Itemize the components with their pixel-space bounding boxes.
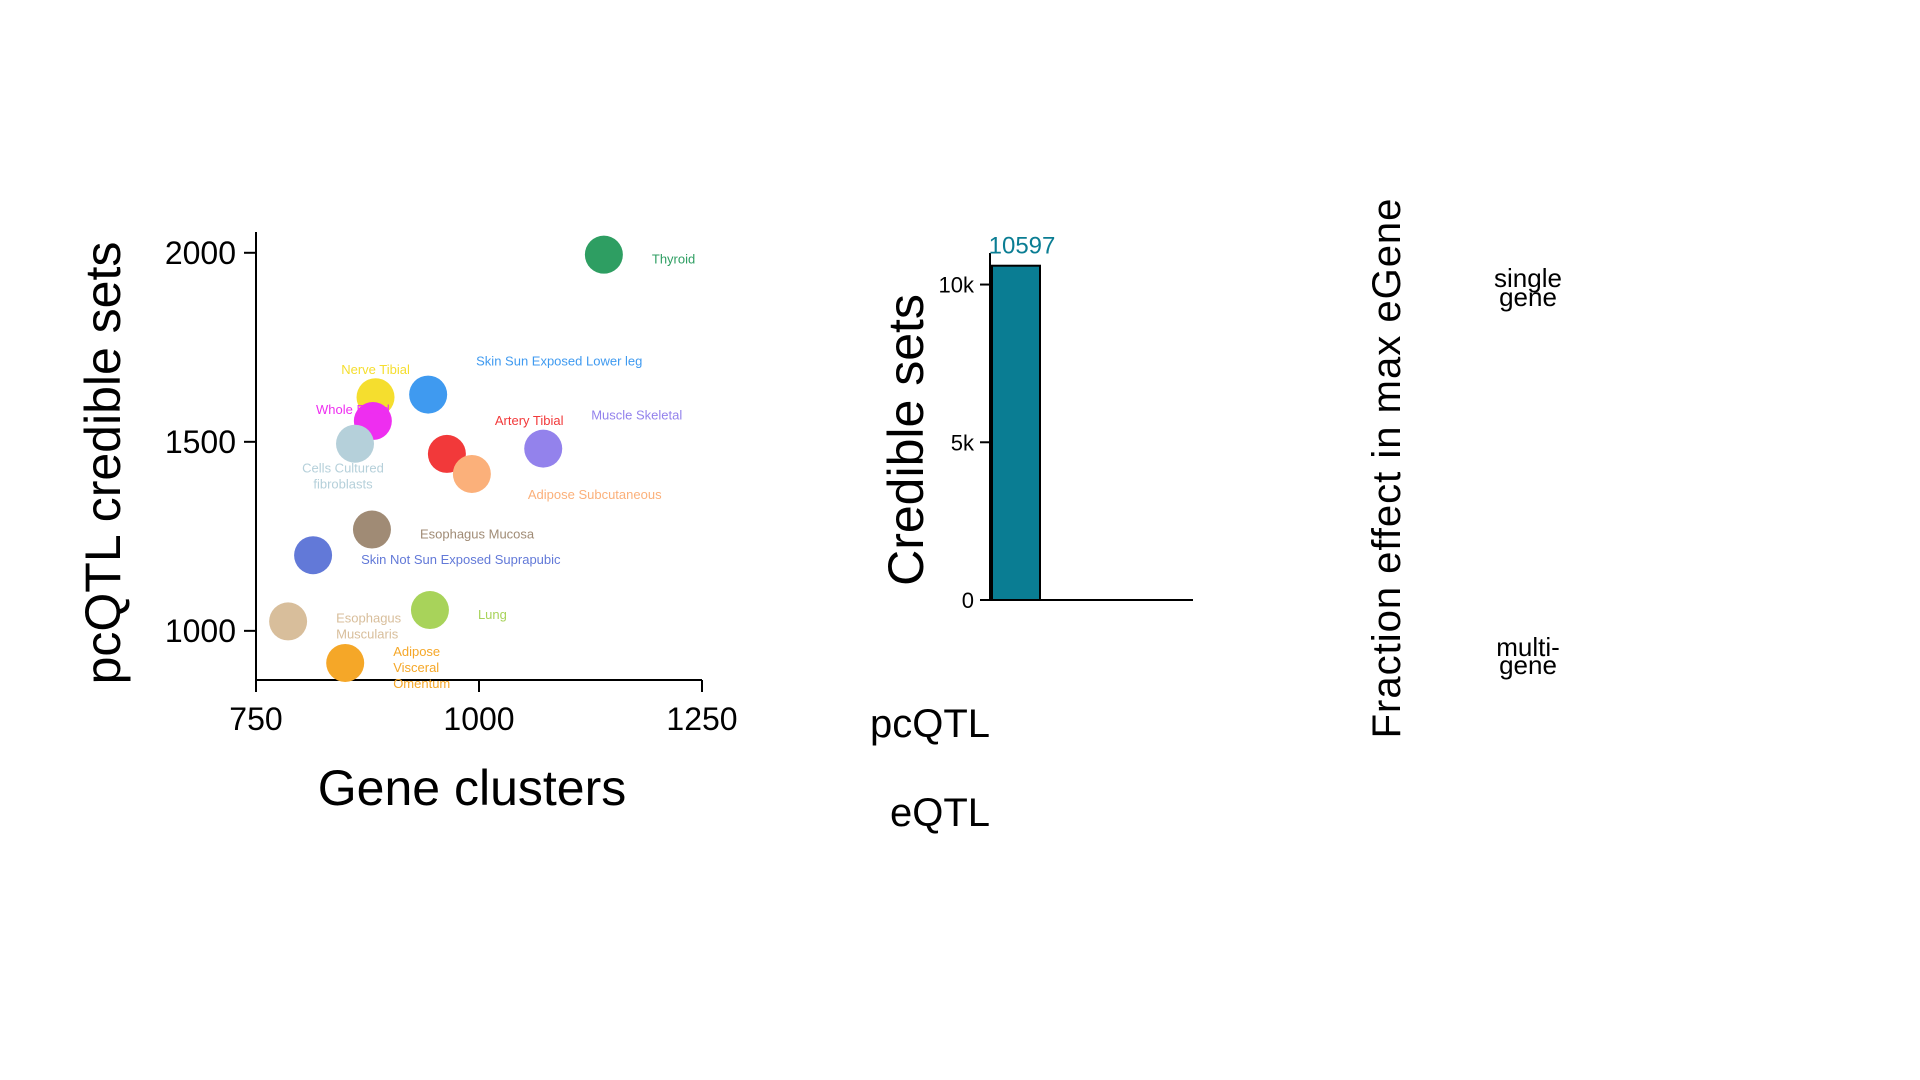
bar-y-axis-title: Credible sets [878, 294, 934, 586]
scatter-panel: 750 1000 1250 1000 1500 2000 Thyroid Nerve Tib… [75, 232, 738, 816]
scatter-point-esophagus-mucosa [352, 510, 391, 549]
intersection-matrix: pcQTL eQTL [870, 702, 990, 835]
scatter-x-tick-label: 750 [229, 701, 282, 737]
scatter-point-adipose-visceral-omentum [326, 643, 365, 682]
scatter-point-esophagus-muscularis [269, 602, 308, 641]
scatter-point-label: Visceral [393, 660, 439, 675]
bar-value-labels: 10597 [989, 233, 1056, 260]
matrix-row-label-pcqtl: pcQTL [870, 702, 990, 746]
scatter-point-thyroid [584, 235, 623, 274]
bar-y-tick-label: 5k [951, 430, 975, 455]
scatter-point-label: Cells Cultured [302, 461, 384, 476]
scatter-point-skin-not-sun-exposed-suprapubic [294, 536, 333, 575]
scatter-point-label: Skin Sun Exposed Lower leg [476, 354, 642, 369]
scatter-y-tick-label: 2000 [165, 235, 236, 271]
scatter-points [269, 235, 623, 682]
bar-both [991, 264, 1041, 601]
violin-y-axis-title: Fraction effect in max eGene [1365, 198, 1409, 739]
scatter-point-label: Esophagus [336, 610, 402, 625]
scatter-point-label: Muscle Skeletal [591, 408, 682, 423]
bar-y-tick-label: 10k [939, 273, 975, 298]
scatter-point-label: Artery Tibial [495, 413, 564, 428]
arrow-label-single: single [1494, 263, 1562, 293]
scatter-point-label: Skin Not Sun Exposed Suprapubic [361, 552, 561, 567]
scatter-point-lung [410, 591, 449, 630]
scatter-point-label: Adipose Subcutaneous [528, 487, 662, 502]
scatter-y-axis-title: pcQTL credible sets [75, 242, 131, 685]
scatter-point-label: Lung [478, 607, 507, 622]
bar-panel: 0 5k 10k 10597 Credible sets pcQTL eQTL [870, 233, 1193, 835]
scatter-point-label: Muscularis [336, 626, 399, 641]
scatter-point-muscle-skeletal [524, 429, 563, 468]
scatter-point-labels: Thyroid Nerve Tibial Skin Sun Exposed Lowe… [302, 252, 695, 691]
bar-axes: 0 5k 10k [939, 253, 1193, 613]
arrow-label-multi: multi- [1496, 632, 1560, 662]
bar-y-tick-label: 0 [962, 588, 974, 613]
scatter-x-tick-label: 1000 [443, 701, 514, 737]
violin-panel: Fraction effect in max eGene single gene… [1365, 198, 1562, 739]
scatter-y-tick-label: 1000 [165, 613, 236, 649]
scatter-point-cells-cultured-fibroblasts [336, 424, 375, 463]
scatter-x-axis-title: Gene clusters [318, 760, 626, 816]
arrow-label-gene-top: gene [1499, 282, 1557, 312]
single-multi-gene-arrow: single gene multi- gene [1494, 263, 1562, 680]
scatter-point-skin-sun-exposed-lower-leg [409, 375, 448, 414]
bar-bars [991, 264, 1041, 601]
bar-value-label-both: 10597 [989, 233, 1056, 260]
scatter-point-label: Thyroid [652, 252, 695, 267]
scatter-point-label: fibroblasts [313, 477, 373, 492]
scatter-point-label: Esophagus Mucosa [420, 527, 535, 542]
scatter-point-adipose-subcutaneous [452, 454, 491, 493]
scatter-point-label: Adipose [393, 644, 440, 659]
scatter-axes: 750 1000 1250 1000 1500 2000 [165, 232, 738, 737]
scatter-point-label: Omentum [393, 676, 450, 691]
scatter-point-label: Nerve Tibial [341, 362, 410, 377]
scatter-point-label: Whole Blood [316, 402, 390, 417]
matrix-row-label-eqtl: eQTL [890, 791, 990, 835]
arrow-label-gene-bottom: gene [1499, 650, 1557, 680]
scatter-y-tick-label: 1500 [165, 424, 236, 460]
scatter-x-tick-label: 1250 [666, 701, 737, 737]
